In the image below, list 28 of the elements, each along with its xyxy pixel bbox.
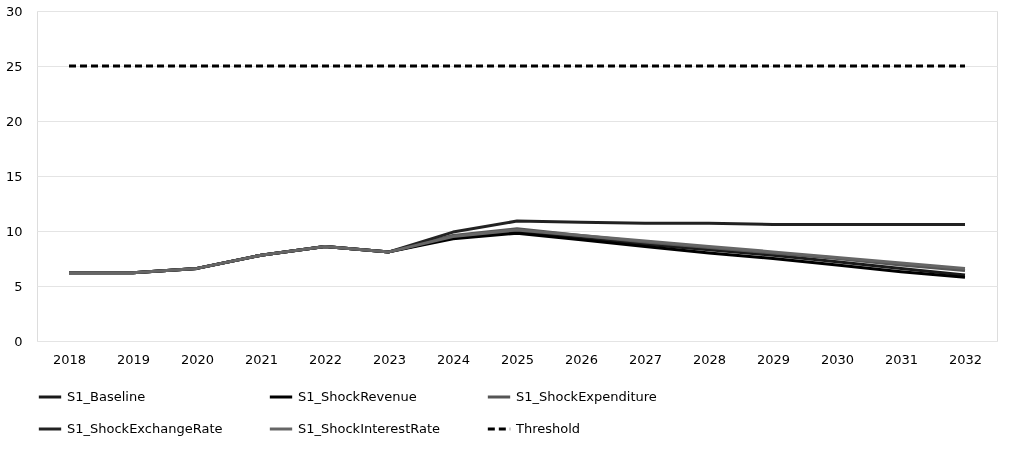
x-tick-label: 2032 <box>948 351 983 367</box>
legend-label: S1_ShockExpenditure <box>516 389 657 404</box>
y-tick-label: 30 <box>5 3 23 19</box>
legend-label: S1_ShockExchangeRate <box>67 421 223 436</box>
y-tick-label: 0 <box>14 333 23 349</box>
x-tick-label: 2024 <box>436 351 471 367</box>
legend-label: Threshold <box>515 421 581 436</box>
x-tick-label: 2030 <box>820 351 855 367</box>
y-tick-label: 10 <box>5 223 23 239</box>
legend-label: S1_ShockRevenue <box>298 389 417 404</box>
y-tick-label: 25 <box>5 58 23 74</box>
x-tick-label: 2026 <box>564 351 599 367</box>
x-tick-label: 2019 <box>116 351 151 367</box>
x-tick-label: 2023 <box>372 351 407 367</box>
x-tick-label: 2022 <box>308 351 343 367</box>
x-tick-label: 2021 <box>244 351 279 367</box>
legend-label: S1_ShockInterestRate <box>298 421 441 436</box>
x-tick-label: 2025 <box>500 351 535 367</box>
y-tick-label: 5 <box>14 278 23 294</box>
x-tick-label: 2027 <box>628 351 663 367</box>
x-tick-label: 2029 <box>756 351 791 367</box>
y-tick-label: 15 <box>5 168 23 184</box>
y-tick-label: 20 <box>5 113 23 129</box>
x-tick-label: 2028 <box>692 351 727 367</box>
x-tick-label: 2031 <box>884 351 919 367</box>
x-tick-label: 2018 <box>52 351 87 367</box>
x-tick-label: 2020 <box>180 351 215 367</box>
legend-label: S1_Baseline <box>67 389 146 404</box>
